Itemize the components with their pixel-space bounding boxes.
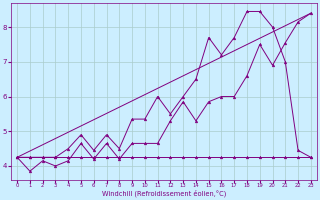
X-axis label: Windchill (Refroidissement éolien,°C): Windchill (Refroidissement éolien,°C) [102, 190, 226, 197]
